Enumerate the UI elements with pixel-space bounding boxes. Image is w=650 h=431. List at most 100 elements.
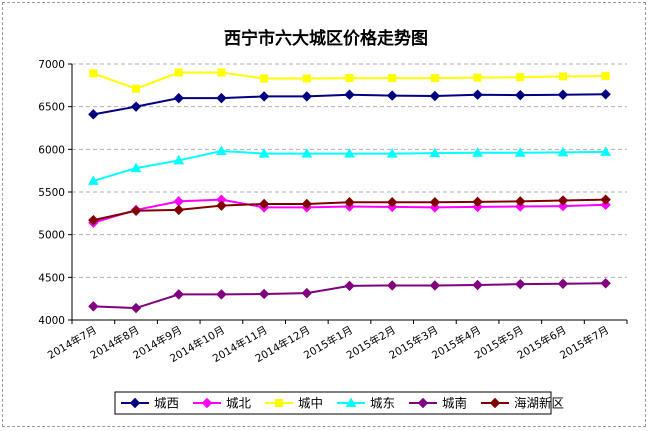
legend: 城西 城北 城中 城东 城南 海湖新区 <box>114 391 564 415</box>
data-point <box>216 200 227 211</box>
data-point <box>88 109 99 120</box>
data-point <box>386 197 398 208</box>
data-point <box>515 89 526 101</box>
data-point <box>430 74 439 83</box>
legend-label: 城北 <box>226 396 252 411</box>
legend-item-5: 海湖新区 <box>481 396 564 411</box>
data-point <box>132 84 141 93</box>
data-point <box>489 397 501 409</box>
chart-title: 西宁市六大城区价格走势图 <box>224 28 428 49</box>
legend-label: 城西 <box>154 396 179 411</box>
data-point <box>174 68 183 77</box>
data-point <box>130 101 142 112</box>
data-point <box>301 198 313 210</box>
legend-item-2: 城中 <box>265 396 323 411</box>
data-point <box>429 197 441 208</box>
data-point <box>344 197 355 208</box>
data-point <box>386 280 398 291</box>
series-2 <box>89 68 610 93</box>
data-point <box>301 91 313 102</box>
data-point <box>216 92 227 104</box>
data-point <box>472 147 483 157</box>
data-point <box>429 90 441 102</box>
data-point <box>557 89 569 100</box>
data-point <box>386 90 398 101</box>
data-point <box>557 200 569 212</box>
y-tick-label: 7000 <box>38 59 65 71</box>
data-point <box>472 279 483 291</box>
data-point <box>275 399 283 407</box>
data-point <box>301 148 313 158</box>
data-point <box>472 196 483 208</box>
data-point <box>516 73 525 82</box>
data-point <box>473 73 482 82</box>
data-point <box>129 397 141 409</box>
legend-box <box>114 391 552 415</box>
data-point <box>173 92 184 104</box>
data-point <box>557 146 569 157</box>
grid-layer <box>72 63 627 320</box>
data-point <box>217 68 226 77</box>
data-point <box>130 205 142 216</box>
y-tick-label: 6500 <box>38 102 65 114</box>
data-point <box>130 162 142 173</box>
legend-label: 海湖新区 <box>514 396 564 411</box>
series-4 <box>88 278 611 314</box>
data-point <box>600 89 611 100</box>
data-point <box>472 89 483 100</box>
data-point <box>600 146 612 156</box>
legend-label: 城南 <box>442 396 467 411</box>
data-point <box>600 194 611 205</box>
data-point <box>201 397 213 409</box>
data-point <box>216 289 227 300</box>
data-point <box>89 69 98 78</box>
data-point <box>429 147 441 158</box>
y-tick-label: 5500 <box>38 187 65 199</box>
data-point <box>88 301 99 312</box>
data-point <box>345 74 354 83</box>
series-0 <box>88 89 611 120</box>
x-tick-label: 2015年7月 <box>558 323 612 361</box>
data-point <box>515 196 526 207</box>
y-tick-label: 4500 <box>38 272 65 284</box>
data-point <box>557 195 569 206</box>
data-point <box>344 148 355 158</box>
data-point <box>345 397 357 407</box>
legend-item-0: 城西 <box>121 396 179 411</box>
legend-item-1: 城北 <box>193 396 252 411</box>
data-point <box>87 175 99 185</box>
data-point <box>258 288 270 300</box>
data-point <box>557 278 569 289</box>
y-tick-label: 6000 <box>38 144 65 156</box>
data-point <box>258 148 270 158</box>
data-point <box>88 214 99 226</box>
data-point <box>216 145 227 156</box>
y-tick-label: 5000 <box>38 230 65 242</box>
data-point <box>173 289 184 300</box>
data-point <box>429 280 441 291</box>
data-point <box>514 147 526 157</box>
data-point <box>258 91 270 102</box>
data-point <box>301 287 313 299</box>
data-point <box>515 278 526 290</box>
series-layer <box>87 68 612 314</box>
data-point <box>302 74 311 83</box>
legend-item-4: 城南 <box>409 396 467 411</box>
series-3 <box>87 145 612 185</box>
data-point <box>173 204 184 216</box>
data-point <box>260 74 269 83</box>
data-point <box>558 72 567 81</box>
series-5 <box>88 194 611 226</box>
data-point <box>173 154 185 165</box>
legend-item-3: 城东 <box>337 396 395 411</box>
data-point <box>344 280 355 292</box>
data-point <box>386 148 398 158</box>
data-point <box>130 302 142 314</box>
data-point <box>601 71 610 80</box>
legend-label: 城东 <box>370 396 395 411</box>
data-point <box>344 89 355 100</box>
legend-label: 城中 <box>298 396 323 411</box>
data-point <box>258 198 270 210</box>
data-point <box>600 278 611 289</box>
